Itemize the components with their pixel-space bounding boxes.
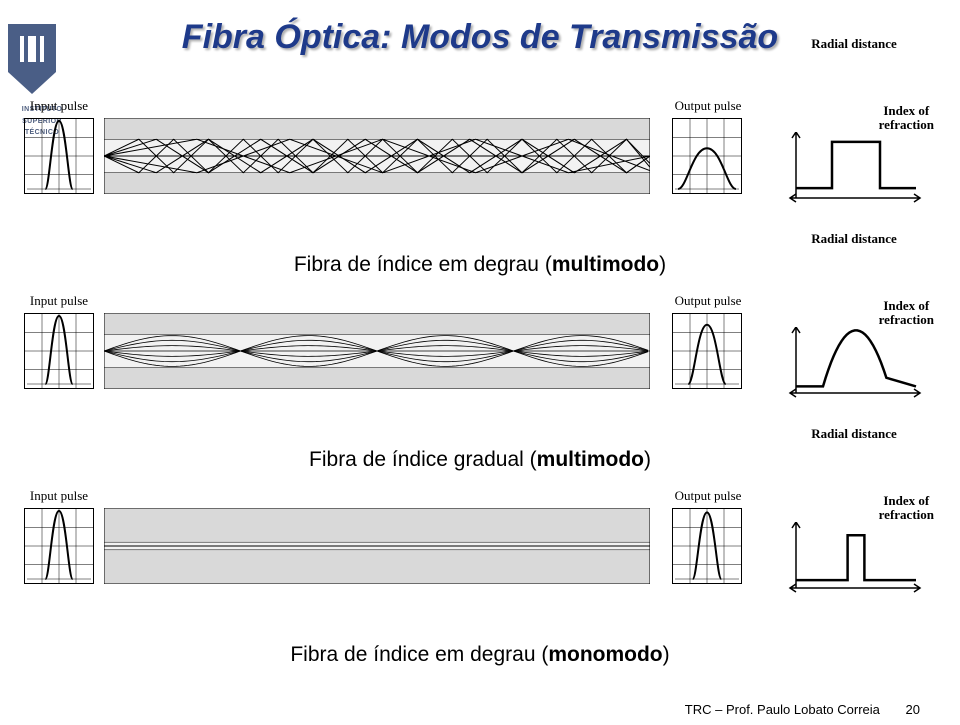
output-pulse-plot [672, 313, 742, 389]
diagram-row: Input pulse Output pulse Index ofrefract… [20, 295, 940, 480]
output-pulse-label: Output pulse [658, 98, 758, 114]
diagram-area: Input pulse Output pulse Index ofrefract… [20, 100, 940, 685]
input-pulse-label: Input pulse [20, 98, 98, 114]
index-label: Index ofrefraction [879, 104, 934, 133]
page-number: 20 [906, 702, 920, 717]
index-profile-plot [782, 327, 922, 399]
footer-text: TRC – Prof. Paulo Lobato Correia [685, 702, 880, 717]
index-label: Index ofrefraction [879, 299, 934, 328]
diagram-caption: Fibra de índice em degrau (multimodo) [20, 253, 940, 277]
diagram-row: Input pulse Output pulse Index ofrefract… [20, 490, 940, 675]
output-pulse-plot [672, 508, 742, 584]
footer: TRC – Prof. Paulo Lobato Correia 20 [685, 702, 920, 717]
index-label: Index ofrefraction [879, 494, 934, 523]
input-pulse-label: Input pulse [20, 488, 98, 504]
index-profile-plot [782, 522, 922, 594]
diagram-caption: Fibra de índice gradual (multimodo) [20, 448, 940, 472]
output-pulse-label: Output pulse [658, 293, 758, 309]
input-pulse-plot [24, 313, 94, 389]
input-pulse-plot [24, 508, 94, 584]
input-pulse-label: Input pulse [20, 293, 98, 309]
diagram-caption: Fibra de índice em degrau (monomodo) [20, 643, 940, 667]
output-pulse-plot [672, 118, 742, 194]
radial-distance-label: Radial distance [768, 36, 940, 52]
input-pulse-plot [24, 118, 94, 194]
output-pulse-label: Output pulse [658, 488, 758, 504]
index-profile-plot [782, 132, 922, 204]
radial-distance-label: Radial distance [768, 231, 940, 247]
radial-distance-label: Radial distance [768, 426, 940, 442]
diagram-row: Input pulse Output pulse Index ofrefract… [20, 100, 940, 285]
